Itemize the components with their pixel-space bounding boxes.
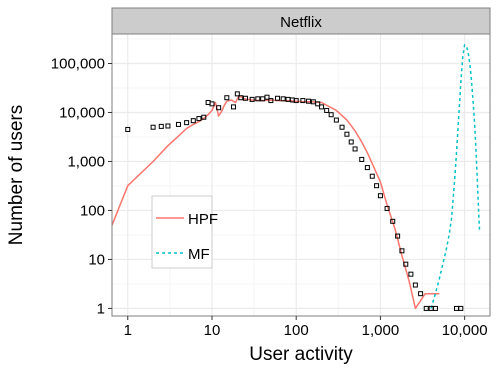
data-point — [339, 124, 345, 130]
data-point — [280, 96, 286, 102]
y-tick-label: 1 — [97, 300, 105, 317]
data-point — [369, 173, 375, 179]
data-point — [408, 271, 414, 277]
y-tick-label: 10 — [88, 251, 105, 268]
data-point — [201, 114, 207, 120]
x-tick-label: 1 — [124, 322, 132, 339]
data-point — [264, 94, 270, 100]
legend-hpf-label: HPF — [188, 211, 218, 228]
ticks-layer: 1 10 100 1,000 10,000 1 10 100 1,000 10,000 100,00… — [51, 55, 488, 339]
data-point — [395, 233, 401, 239]
data-point — [255, 96, 261, 102]
data-point — [352, 146, 358, 152]
y-tick-label: 1,000 — [67, 153, 105, 170]
data-point — [423, 305, 429, 311]
points-layer — [125, 91, 464, 311]
data-point — [432, 305, 438, 311]
y-tick-label: 10,000 — [59, 104, 105, 121]
data-point — [249, 96, 255, 102]
data-point — [196, 116, 202, 122]
data-point — [158, 123, 164, 129]
data-point — [324, 107, 330, 113]
data-point — [175, 121, 181, 127]
facet-label: Netflix — [280, 14, 322, 31]
data-point — [125, 126, 131, 132]
data-point — [418, 291, 424, 297]
data-point — [344, 131, 350, 137]
data-point — [333, 117, 339, 123]
data-point — [377, 193, 383, 199]
data-point — [275, 95, 281, 101]
data-point — [348, 139, 354, 145]
data-point — [268, 98, 274, 104]
data-point — [359, 156, 365, 162]
data-point — [238, 95, 244, 101]
data-point — [399, 248, 405, 254]
y-tick-label: 100,000 — [51, 55, 105, 72]
data-point — [300, 98, 306, 104]
data-point — [306, 98, 312, 104]
data-point — [319, 104, 325, 110]
data-point — [234, 91, 240, 97]
data-point — [328, 112, 334, 118]
data-point — [216, 105, 222, 111]
y-tick-label: 100 — [80, 202, 105, 219]
data-point — [390, 218, 396, 224]
legend: HPF MF — [151, 195, 218, 269]
data-point — [190, 118, 196, 124]
x-tick-label: 10 — [204, 322, 221, 339]
data-point — [184, 120, 190, 126]
data-point — [209, 101, 215, 107]
data-point — [384, 205, 390, 211]
data-point — [458, 305, 464, 311]
data-point — [315, 101, 321, 107]
x-axis-title: User activity — [249, 344, 353, 365]
x-tick-label: 100 — [284, 322, 309, 339]
series-line-mf — [430, 44, 481, 309]
data-point — [403, 261, 409, 267]
data-point — [150, 124, 156, 130]
legend-mf-label: MF — [188, 246, 210, 263]
x-tick-label: 10,000 — [442, 322, 488, 339]
facet-strip — [111, 7, 491, 35]
data-point — [224, 95, 230, 101]
x-tick-label: 1,000 — [362, 322, 400, 339]
data-point — [364, 165, 370, 171]
data-point — [412, 282, 418, 288]
data-point — [374, 183, 380, 189]
data-point — [230, 104, 236, 110]
grid-layer — [112, 34, 490, 316]
data-point — [242, 95, 248, 101]
y-axis-title: Number of users — [6, 105, 27, 245]
data-point — [293, 98, 299, 104]
panel-border — [111, 33, 491, 317]
legend-box — [151, 195, 213, 269]
data-point — [165, 123, 171, 129]
plot-panel — [112, 34, 490, 316]
